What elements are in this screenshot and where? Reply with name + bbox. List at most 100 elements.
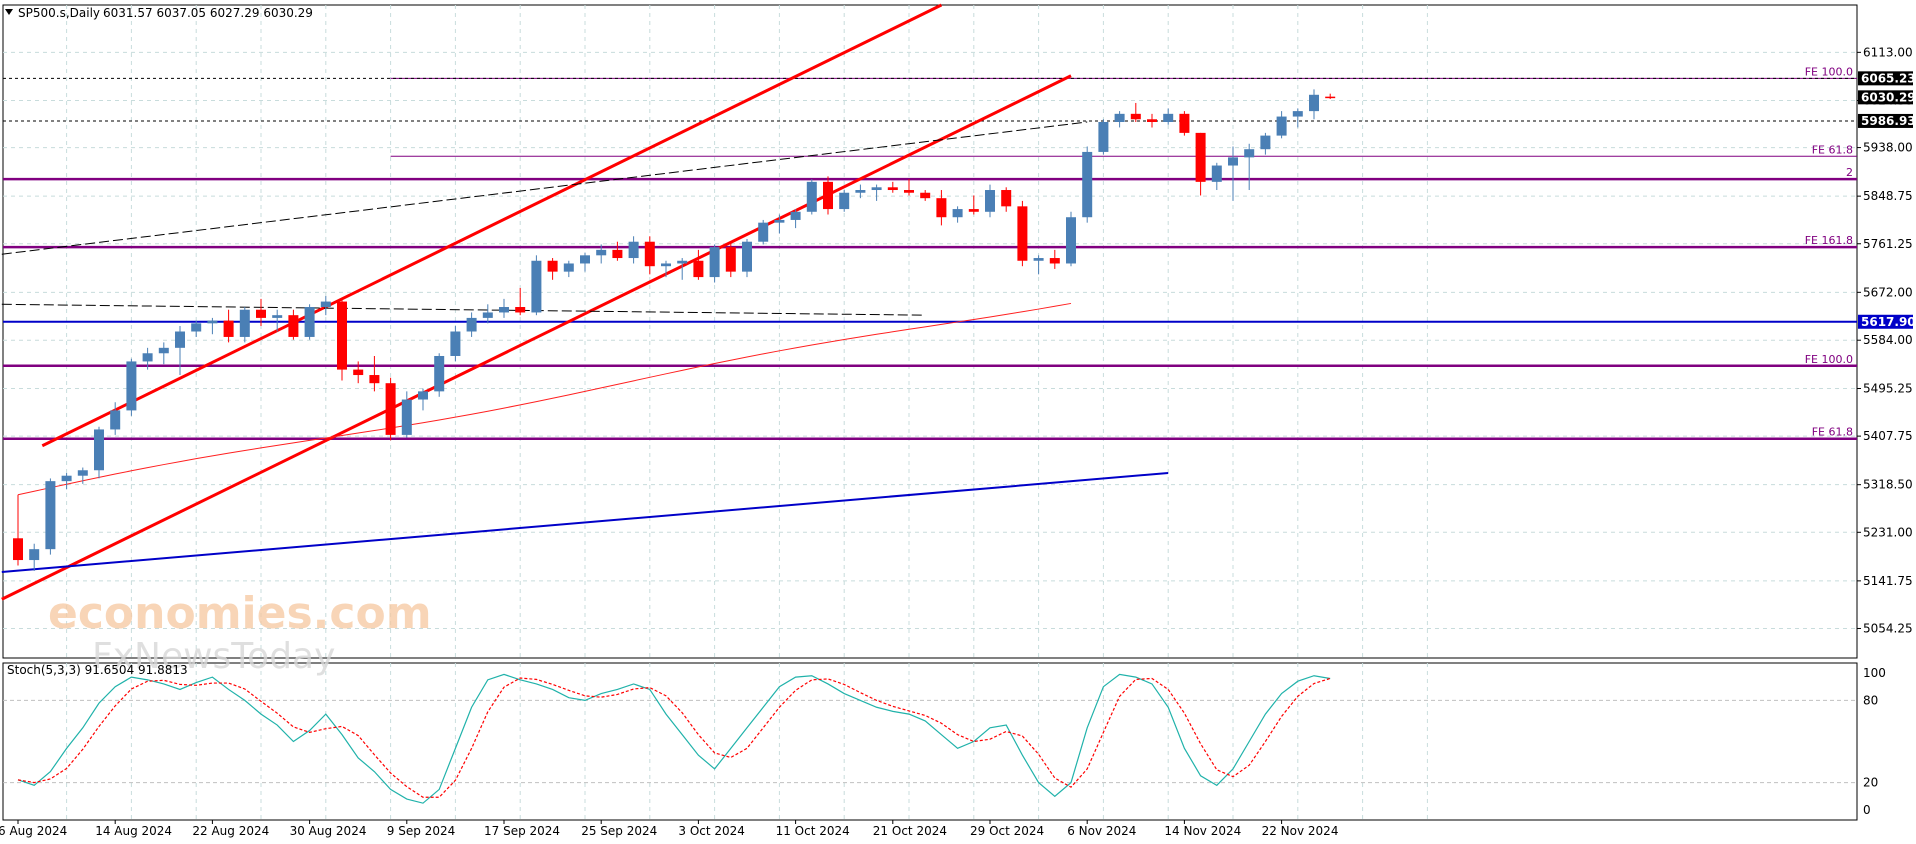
candle-bull [1211, 165, 1222, 182]
candle-bear [644, 241, 655, 267]
candle-bear [936, 198, 947, 218]
price-tick-label: 5584.00 [1863, 333, 1913, 347]
candle-bear [337, 301, 347, 370]
stoch-main-line [17, 673, 1331, 804]
fib-level-label: 2 [1846, 166, 1853, 179]
stoch-signal-line [17, 677, 1331, 798]
time-tick-label: 14 Aug 2024 [95, 824, 172, 838]
price-tick-label: 5407.75 [1863, 429, 1913, 443]
time-tick-label: 30 Aug 2024 [290, 824, 367, 838]
candle-bull [839, 192, 850, 210]
price-tick-label: 5495.25 [1863, 382, 1913, 396]
candle-bear [369, 375, 380, 384]
candle-bull [466, 317, 477, 332]
time-tick-label: 22 Nov 2024 [1262, 824, 1339, 838]
price-tag-label: 5986.93 [1861, 114, 1916, 128]
channel-upper-line [41, 3, 943, 448]
candle-bear [13, 538, 23, 561]
time-tick-label: 11 Oct 2024 [776, 824, 850, 838]
price-tick-label: 5672.00 [1863, 285, 1913, 299]
candle-bull [1033, 258, 1044, 261]
price-tick-label: 5318.50 [1863, 478, 1913, 492]
candle-bull [1244, 149, 1255, 158]
candle-bull [1292, 111, 1303, 117]
candle-bull [758, 222, 769, 242]
price-tick-label: 5141.75 [1863, 574, 1913, 588]
candle-bull [158, 347, 169, 354]
candle-bull [677, 260, 688, 264]
time-tick-label: 9 Sep 2024 [387, 824, 455, 838]
fib-level-label: FE 100.0 [1805, 65, 1853, 78]
candle-bear [1017, 206, 1028, 261]
price-tick-label: 6113.00 [1863, 45, 1913, 59]
candle-bear [1130, 113, 1141, 120]
watermark: economies.com FxNewsToday [48, 588, 432, 677]
main-panel-frame [2, 4, 1858, 659]
candle-bull [272, 315, 283, 318]
candle-bull [1276, 116, 1287, 136]
candle-bull [61, 475, 72, 482]
time-tick-label: 14 Nov 2024 [1164, 824, 1241, 838]
candle-bull [855, 190, 866, 193]
candle-bull [1228, 157, 1238, 166]
price-tag-label: 6030.29 [1861, 90, 1916, 104]
chart-header: SP500.s,Daily 6031.57 6037.05 6027.29 60… [5, 6, 313, 20]
candle-bull [628, 241, 639, 259]
time-tick-label: 6 Aug 2024 [0, 824, 67, 838]
channel-lower-line [1, 74, 1072, 601]
candles [13, 89, 1336, 571]
stoch-level-label: 100 [1863, 666, 1886, 680]
candle-bull [563, 263, 574, 272]
candle-bull [806, 181, 817, 212]
price-tick-label: 5848.75 [1863, 189, 1913, 203]
time-tick-label: 17 Sep 2024 [484, 824, 560, 838]
candle-bull [191, 323, 202, 332]
candle-bear [725, 247, 736, 272]
candle-bear [1325, 96, 1336, 99]
fib-level-label: FE 161.8 [1805, 234, 1853, 247]
candle-bull [304, 307, 315, 337]
candle-bull [110, 410, 121, 430]
candle-bull [661, 263, 671, 267]
candle-bear [612, 249, 623, 259]
price-tag-box [1858, 90, 1913, 105]
fib-level-label: FE 61.8 [1812, 426, 1853, 439]
candle-bull [418, 391, 428, 400]
candle-bear [223, 320, 234, 337]
candle-bull [709, 247, 720, 278]
price-axis: 6113.006024.505938.005848.755761.255672.… [1857, 45, 1916, 635]
candle-bear [353, 369, 364, 376]
time-tick-label: 21 Oct 2024 [873, 824, 947, 838]
candle-bull [207, 320, 218, 324]
stoch-label: Stoch(5,3,3) 91.6504 91.8813 [7, 663, 188, 677]
price-tick-label: 5761.25 [1863, 237, 1913, 251]
price-tag-box [1858, 71, 1913, 86]
price-tick-label: 5054.25 [1863, 621, 1913, 635]
candle-bull [1114, 113, 1125, 122]
candle-bear [547, 260, 558, 272]
candle-bear [1179, 113, 1190, 133]
candle-bear [968, 209, 979, 212]
candle-bear [920, 192, 931, 199]
candle-bull [1098, 121, 1109, 152]
time-tick-label: 6 Nov 2024 [1067, 824, 1136, 838]
candle-bull [1066, 217, 1076, 264]
trend-lines [1, 3, 1169, 601]
candle-bull [126, 361, 137, 411]
time-tick-label: 22 Aug 2024 [192, 824, 269, 838]
fib-level-label: FE 100.0 [1805, 353, 1853, 366]
candle-bull [952, 209, 963, 218]
price-tag-box [1858, 113, 1913, 128]
symbol-dropdown-icon[interactable] [5, 9, 13, 15]
candle-bear [1001, 190, 1012, 207]
time-tick-label: 25 Sep 2024 [581, 824, 657, 838]
moving-average-line [17, 302, 1072, 496]
candle-bull [1309, 94, 1319, 112]
ohlc-readout: 6031.57 6037.05 6027.29 6030.29 [103, 6, 313, 20]
candle-bull [77, 470, 88, 476]
candle-bull [29, 549, 40, 561]
stoch-level-label: 80 [1863, 693, 1878, 707]
